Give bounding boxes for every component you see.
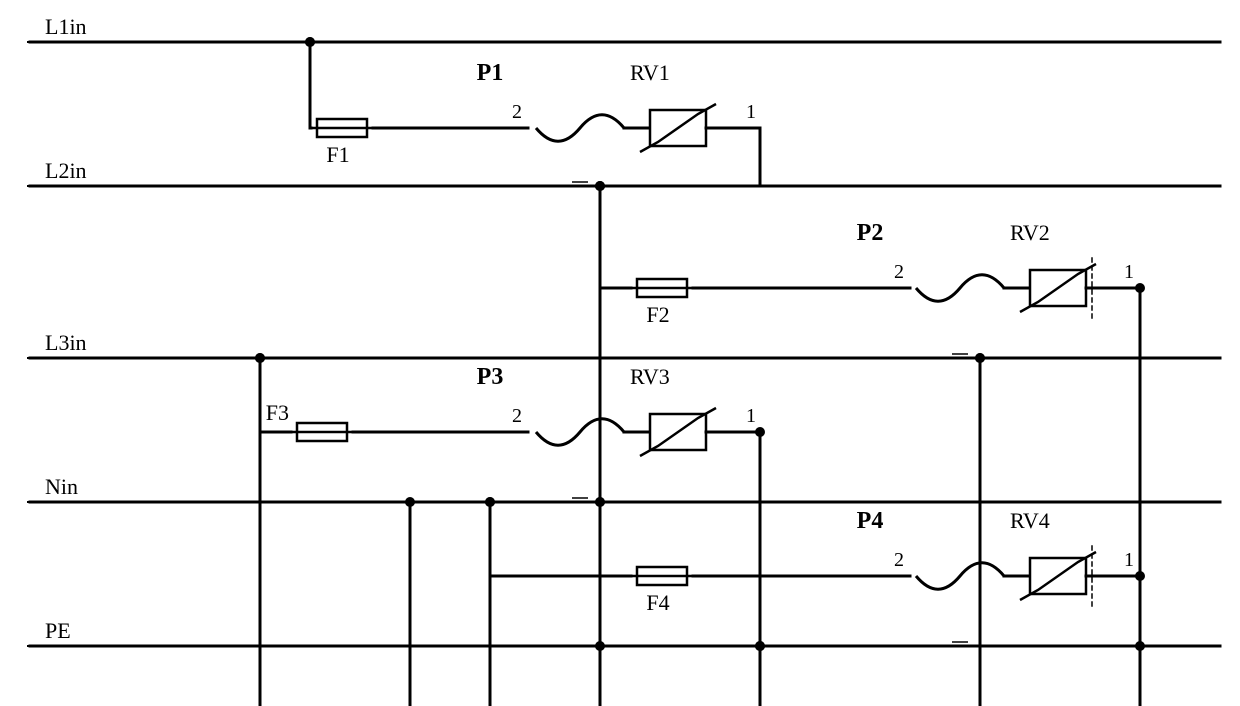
svg-text:RV4: RV4 — [1010, 508, 1050, 533]
svg-text:L3in: L3in — [45, 330, 87, 355]
svg-text:RV1: RV1 — [630, 60, 670, 85]
svg-text:RV3: RV3 — [630, 364, 670, 389]
svg-text:P1: P1 — [477, 60, 504, 86]
svg-text:1: 1 — [746, 405, 756, 427]
svg-text:P2: P2 — [857, 220, 884, 246]
svg-text:P3: P3 — [477, 364, 504, 390]
svg-text:2: 2 — [512, 101, 522, 123]
svg-text:P4: P4 — [857, 508, 884, 534]
svg-text:Nin: Nin — [45, 474, 78, 499]
svg-text:L1in: L1in — [45, 14, 87, 39]
svg-text:RV2: RV2 — [1010, 220, 1050, 245]
svg-text:2: 2 — [894, 549, 904, 571]
svg-text:2: 2 — [894, 261, 904, 283]
svg-text:F4: F4 — [646, 590, 669, 615]
svg-text:1: 1 — [1124, 261, 1134, 283]
svg-text:L2in: L2in — [45, 158, 87, 183]
svg-text:1: 1 — [1124, 549, 1134, 571]
svg-text:F1: F1 — [326, 142, 349, 167]
svg-text:2: 2 — [512, 405, 522, 427]
svg-text:PE: PE — [45, 618, 71, 643]
svg-text:1: 1 — [746, 101, 756, 123]
svg-text:F3: F3 — [266, 400, 289, 425]
svg-text:F2: F2 — [646, 302, 669, 327]
